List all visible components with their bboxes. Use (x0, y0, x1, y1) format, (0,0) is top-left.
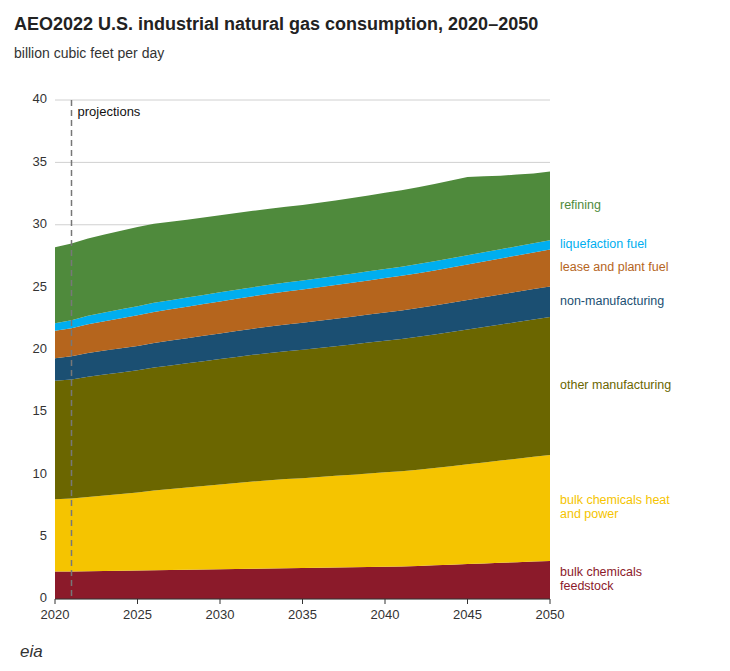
x-tick-label: 2050 (536, 607, 565, 622)
y-tick-label: 25 (33, 279, 47, 294)
series-label: non-manufacturing (560, 294, 664, 308)
x-tick-label: 2045 (453, 607, 482, 622)
x-tick-label: 2020 (41, 607, 70, 622)
series-label: other manufacturing (560, 378, 671, 392)
x-tick (302, 599, 303, 604)
area (55, 171, 550, 323)
areas (55, 171, 550, 599)
chart: AEO2022 U.S. industrial natural gas cons… (0, 0, 730, 671)
y-tick-label: 40 (33, 91, 47, 106)
series-label: bulk chemicals heatand power (560, 493, 670, 521)
series-label-line: lease and plant fuel (560, 260, 668, 274)
title: AEO2022 U.S. industrial natural gas cons… (14, 14, 538, 34)
x-tick (385, 599, 386, 604)
y-tick-label: 10 (33, 466, 47, 481)
series-label: refining (560, 198, 601, 212)
series-label-line: and power (560, 507, 618, 521)
x-tick-label: 2040 (371, 607, 400, 622)
x-tick (220, 599, 221, 604)
y-tick-label: 30 (33, 216, 47, 231)
y-tick-label: 20 (33, 341, 47, 356)
grid-line (55, 100, 550, 101)
grid-line (55, 162, 550, 163)
x-axis: 2020 2025 2030 2035 2040 2045 2050 (41, 599, 565, 622)
logo: eia (20, 642, 43, 661)
series-label-line: refining (560, 198, 601, 212)
series-label: lease and plant fuel (560, 260, 668, 274)
projections-line (71, 100, 73, 599)
series-label: bulk chemicalsfeedstock (560, 565, 642, 593)
series-label-line: liquefaction fuel (560, 237, 647, 251)
subtitle: billion cubic feet per day (14, 45, 164, 61)
series-label: liquefaction fuel (560, 237, 647, 251)
x-tick-label: 2030 (206, 607, 235, 622)
series-label-line: feedstock (560, 579, 614, 593)
series-labels: bulk chemicalsfeedstock bulk chemicals he… (560, 198, 671, 593)
x-tick (137, 599, 138, 604)
series-label-line: bulk chemicals heat (560, 493, 670, 507)
series-label-line: other manufacturing (560, 378, 671, 392)
series-label-line: bulk chemicals (560, 565, 642, 579)
series-label-line: non-manufacturing (560, 294, 664, 308)
x-tick (467, 599, 468, 604)
annotation: projections (78, 104, 141, 119)
x-tick (550, 599, 551, 604)
y-tick-label: 0 (40, 590, 47, 605)
y-tick-label: 35 (33, 154, 47, 169)
x-tick-label: 2035 (288, 607, 317, 622)
y-tick-label: 5 (40, 528, 47, 543)
x-tick (55, 599, 56, 604)
y-tick-label: 15 (33, 403, 47, 418)
x-tick-label: 2025 (123, 607, 152, 622)
grid (55, 100, 550, 599)
